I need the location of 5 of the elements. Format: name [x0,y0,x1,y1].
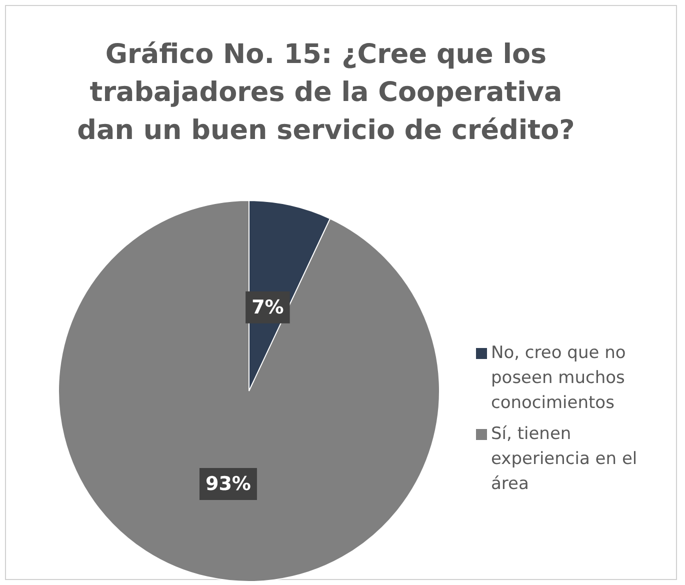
data-label: 93% [205,472,251,495]
legend-label: No, creo que no poseen muchos conocimientos [491,342,627,415]
data-label: 7% [252,296,284,318]
chart-title: Gráfico No. 15: ¿Cree que los trabajadores de la Cooperativa dan un buen servicio de crédito? [76,38,576,148]
legend-label: Sí, tienen experiencia en el área [491,423,638,496]
